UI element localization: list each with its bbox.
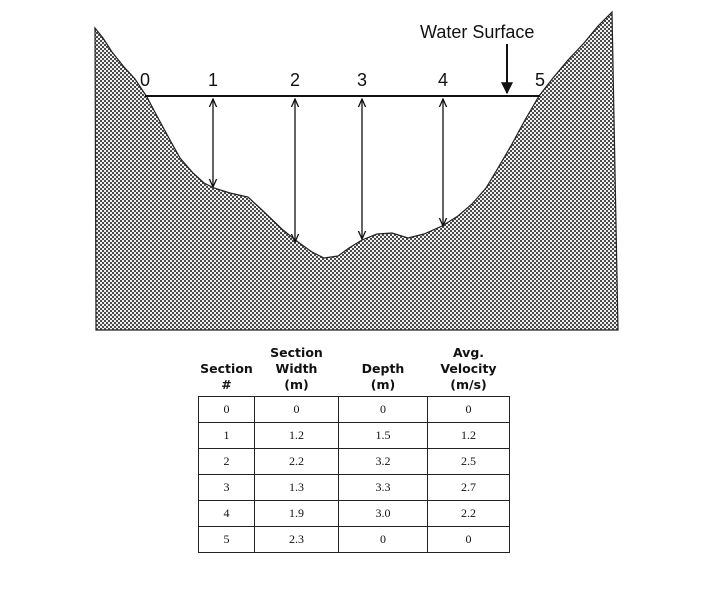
section-label: 2 <box>290 70 300 90</box>
header-line: Section <box>200 361 253 376</box>
header-depth: Depth (m) <box>339 345 428 397</box>
table-row: 1 1.2 1.5 1.2 <box>198 422 510 449</box>
header-line: (m/s) <box>450 377 487 392</box>
header-avg-velocity: Avg. Velocity (m/s) <box>428 345 510 397</box>
table-cell: 2 <box>198 448 255 475</box>
table-cell: 5 <box>198 526 255 553</box>
header-section-width: Section Width (m) <box>255 345 339 397</box>
header-line: Velocity <box>440 361 497 376</box>
table-cell: 2.3 <box>254 526 339 553</box>
table-cell: 1.2 <box>254 422 339 449</box>
table-cell: 3 <box>198 474 255 501</box>
table-row: 5 2.3 0 0 <box>198 526 510 553</box>
section-label: 4 <box>438 70 448 90</box>
table-row: 0 0 0 0 <box>198 396 510 423</box>
riverbed-ground <box>94 10 619 331</box>
table-cell: 0 <box>338 396 428 423</box>
table-row: 2 2.2 3.2 2.5 <box>198 448 510 475</box>
header-line: Width <box>275 361 318 376</box>
table-cell: 1 <box>198 422 255 449</box>
section-label: 5 <box>535 70 545 90</box>
section-label: 3 <box>357 70 367 90</box>
table-cell: 2.5 <box>427 448 510 475</box>
table-row: 4 1.9 3.0 2.2 <box>198 500 510 527</box>
header-line: (m) <box>284 377 309 392</box>
table-cell: 0 <box>338 526 428 553</box>
header-line: Section <box>270 345 323 360</box>
header-line: Avg. <box>452 345 485 360</box>
river-cross-section-diagram: Water Surface 0 1 2 3 4 5 <box>94 10 619 331</box>
table-cell: 2.2 <box>427 500 510 527</box>
header-line: (m) <box>370 377 396 392</box>
section-data-table: Section # Section Width (m) Depth (m) Av… <box>198 345 510 553</box>
water-surface-label: Water Surface <box>420 22 534 42</box>
table-cell: 3.2 <box>338 448 428 475</box>
table-cell: 0 <box>254 396 339 423</box>
section-labels: 0 1 2 3 4 5 <box>140 70 545 90</box>
table-cell: 2.7 <box>427 474 510 501</box>
table-cell: 0 <box>198 396 255 423</box>
table-header-row: Section # Section Width (m) Depth (m) Av… <box>199 345 510 397</box>
table-cell: 3.3 <box>338 474 428 501</box>
table-cell: 1.2 <box>427 422 510 449</box>
depth-arrows <box>213 99 443 242</box>
table-cell: 0 <box>427 526 510 553</box>
table-cell: 2.2 <box>254 448 339 475</box>
table-cell: 4 <box>198 500 255 527</box>
table-cell: 1.9 <box>254 500 339 527</box>
section-label: 1 <box>208 70 218 90</box>
header-section-number: Section # <box>199 345 255 397</box>
section-label: 0 <box>140 70 150 90</box>
table-cell: 0 <box>427 396 510 423</box>
table-cell: 1.5 <box>338 422 428 449</box>
header-line: Depth <box>361 361 405 376</box>
table-row: 3 1.3 3.3 2.7 <box>198 474 510 501</box>
header-line: # <box>221 377 232 392</box>
table-cell: 3.0 <box>338 500 428 527</box>
table-cell: 1.3 <box>254 474 339 501</box>
